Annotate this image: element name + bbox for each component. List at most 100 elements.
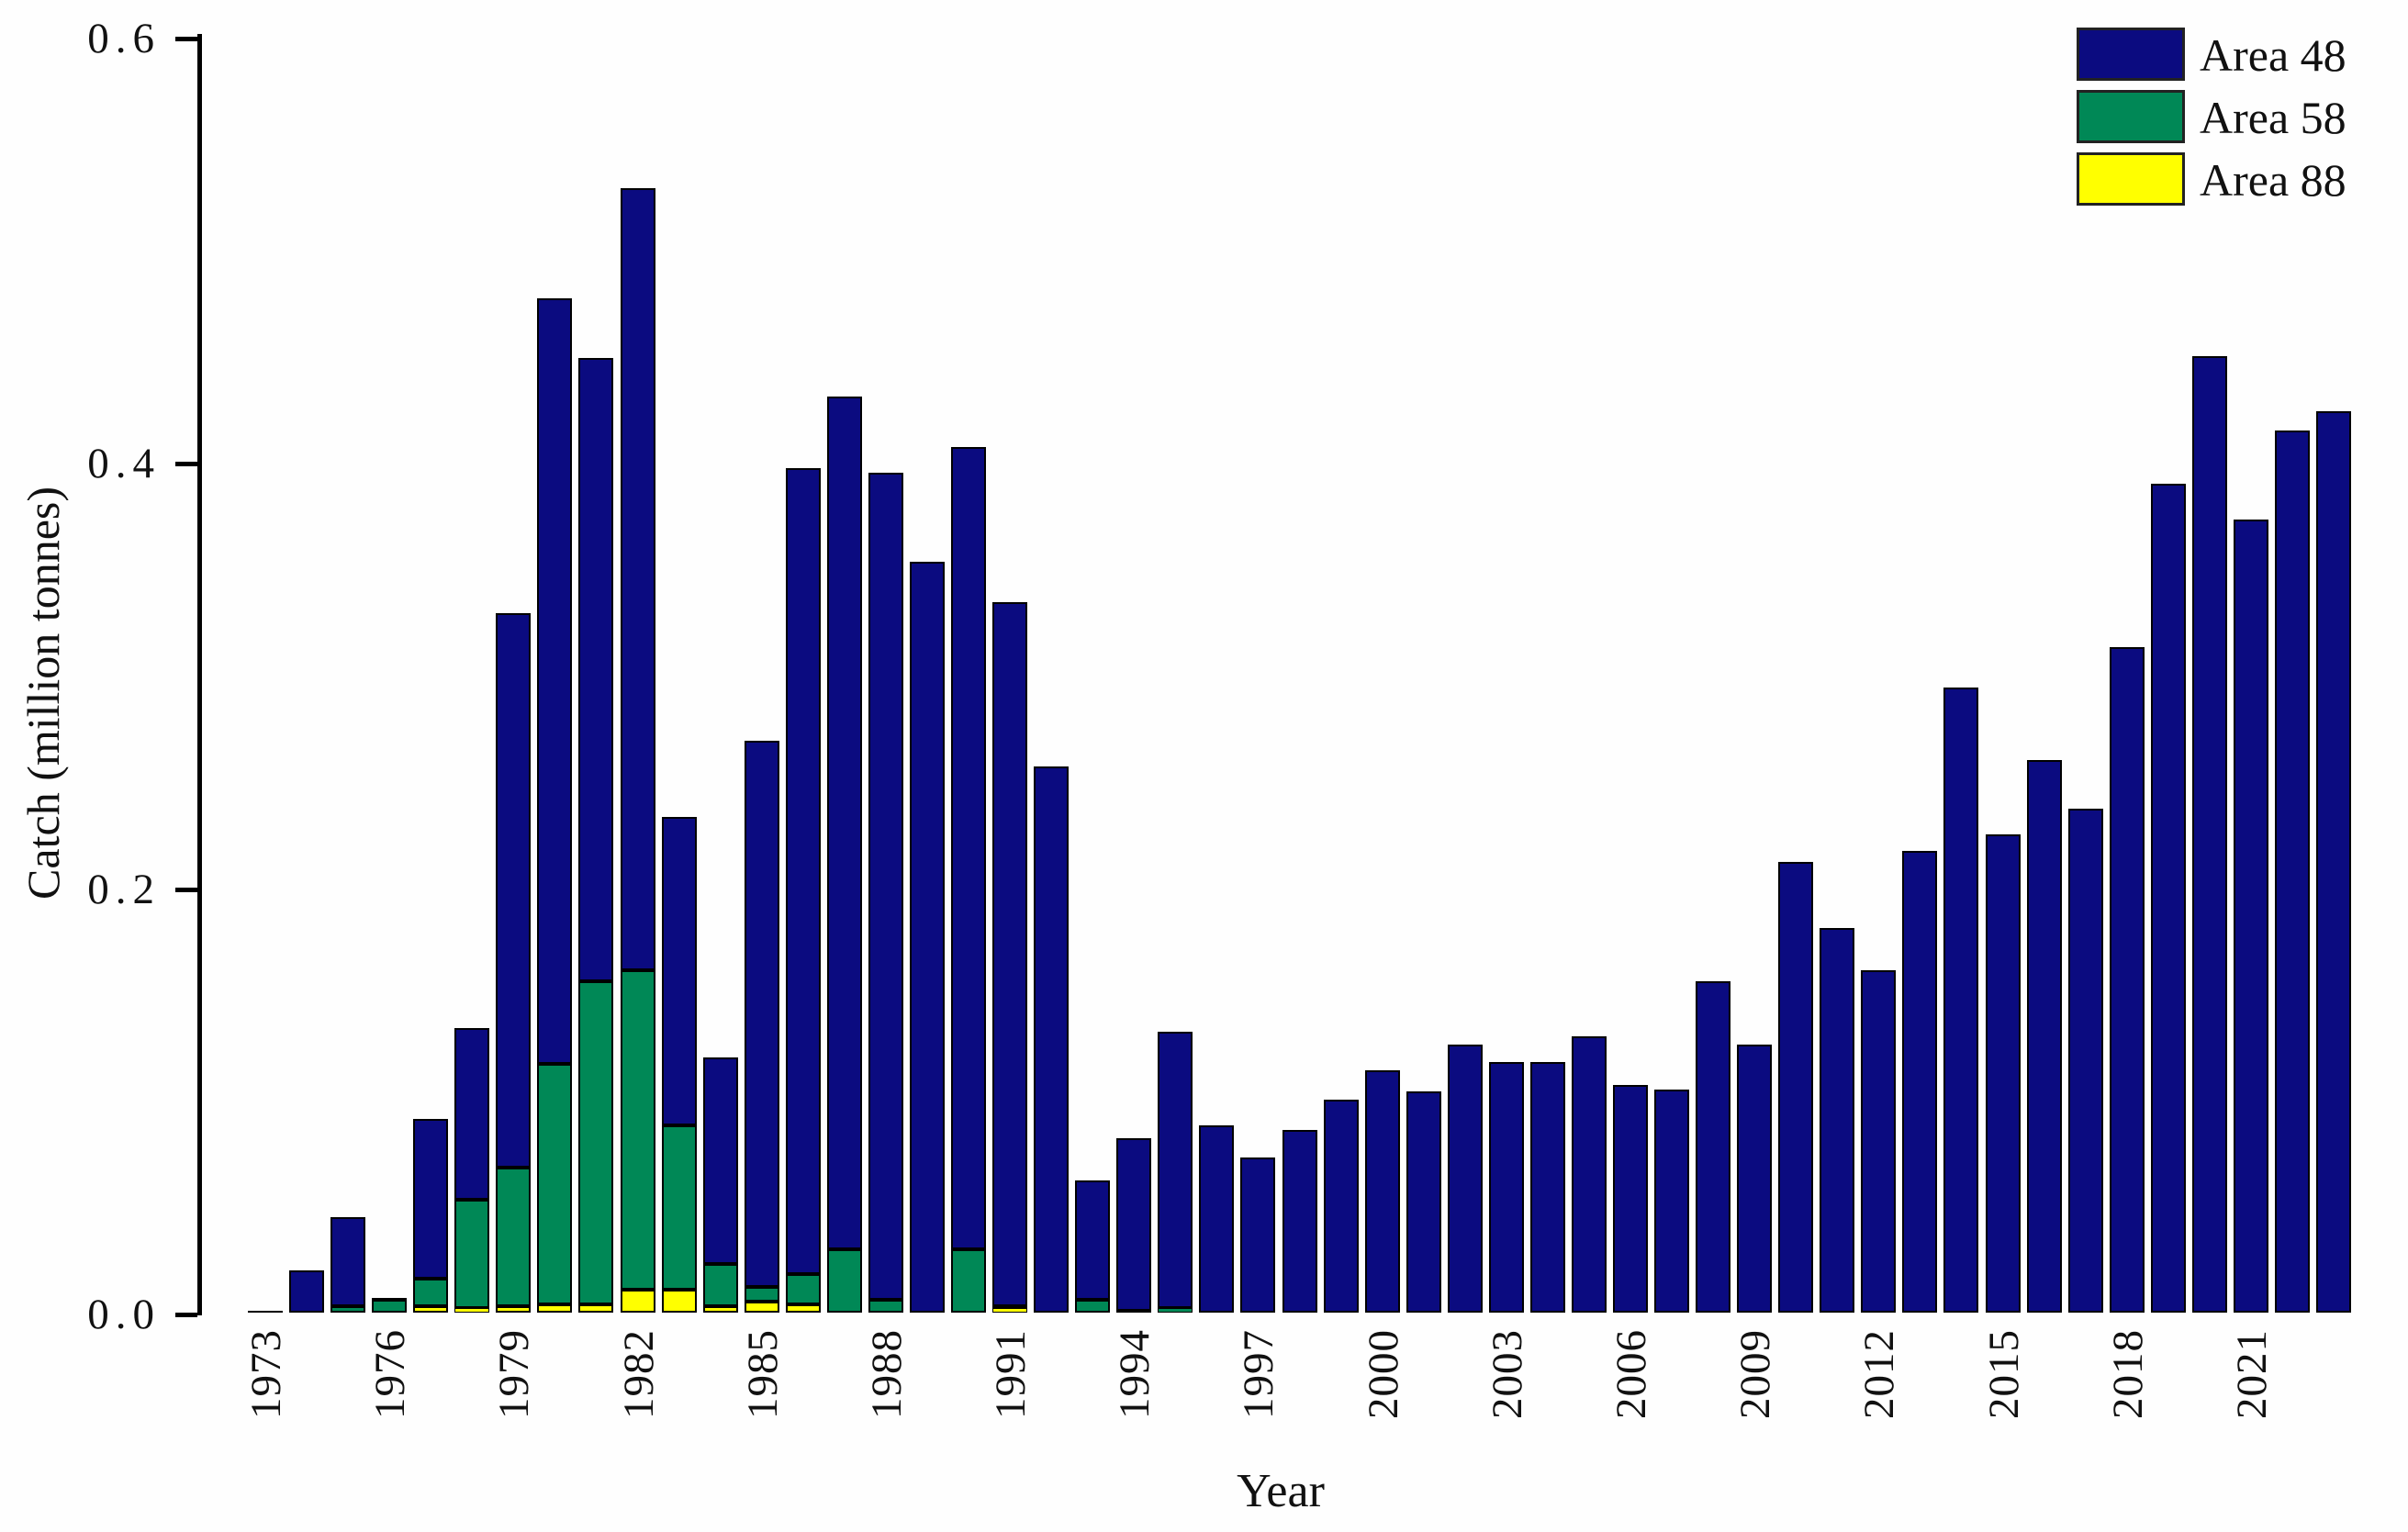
bar-segment-area-48 xyxy=(1778,861,1814,1313)
bar-1998 xyxy=(1282,0,1317,1313)
bar-segment-area-48 xyxy=(248,1310,283,1313)
bar-segment-area-48 xyxy=(951,447,987,1249)
bar-1981 xyxy=(578,0,614,1313)
bar-segment-area-48 xyxy=(1158,1032,1193,1309)
bar-1978 xyxy=(454,0,490,1313)
bar-1996 xyxy=(1199,0,1235,1313)
bar-segment-area-48 xyxy=(454,1027,490,1201)
bar-segment-area-58 xyxy=(496,1168,532,1307)
x-tick-label-1997: 1997 xyxy=(1235,1329,1283,1419)
bar-segment-area-48 xyxy=(1199,1125,1235,1313)
bar-2020 xyxy=(2191,0,2227,1313)
bar-2023 xyxy=(2316,0,2351,1313)
bar-segment-area-48 xyxy=(1612,1085,1648,1313)
bar-2014 xyxy=(1943,0,1979,1313)
bar-segment-area-88 xyxy=(413,1306,449,1313)
bar-segment-area-48 xyxy=(2026,759,2062,1313)
bar-segment-area-58 xyxy=(868,1300,903,1313)
bar-segment-area-58 xyxy=(578,980,614,1304)
bar-2007 xyxy=(1654,0,1690,1313)
bar-segment-area-58 xyxy=(1158,1308,1193,1313)
y-axis-title: Catch (million tonnes) xyxy=(17,486,69,900)
bar-segment-area-48 xyxy=(1737,1045,1773,1313)
bar-2015 xyxy=(1985,0,2021,1313)
x-tick-label-2012: 2012 xyxy=(1855,1329,1904,1419)
bar-segment-area-88 xyxy=(702,1306,738,1313)
bar-segment-area-48 xyxy=(1282,1129,1317,1313)
bar-segment-area-58 xyxy=(620,970,655,1290)
bar-segment-area-48 xyxy=(1943,687,1979,1313)
bar-1993 xyxy=(1075,0,1111,1313)
bar-segment-area-48 xyxy=(661,817,697,1126)
bar-1982 xyxy=(620,0,655,1313)
bar-segment-area-48 xyxy=(578,357,614,981)
bar-segment-area-48 xyxy=(702,1057,738,1264)
legend-label-area-58: Area 58 xyxy=(2200,92,2346,143)
bar-2000 xyxy=(1364,0,1400,1313)
bar-segment-area-48 xyxy=(1240,1157,1276,1313)
bar-segment-area-88 xyxy=(537,1303,573,1313)
bar-segment-area-58 xyxy=(951,1248,987,1313)
y-tick xyxy=(175,462,197,467)
x-tick-label-1988: 1988 xyxy=(862,1329,911,1419)
bar-segment-area-58 xyxy=(785,1274,821,1304)
bar-segment-area-48 xyxy=(909,562,945,1313)
bar-segment-area-48 xyxy=(1364,1069,1400,1313)
x-tick-label-1994: 1994 xyxy=(1111,1329,1159,1419)
bar-1975 xyxy=(330,0,366,1313)
x-tick-label-1979: 1979 xyxy=(490,1329,539,1419)
bar-segment-area-48 xyxy=(1820,927,1855,1313)
bar-segment-area-88 xyxy=(496,1306,532,1313)
bar-segment-area-48 xyxy=(868,472,903,1301)
bar-segment-area-48 xyxy=(1116,1138,1152,1311)
bar-1985 xyxy=(744,0,779,1313)
bar-segment-area-48 xyxy=(330,1216,366,1307)
legend-label-area-48: Area 48 xyxy=(2200,29,2346,81)
bar-segment-area-48 xyxy=(496,612,532,1169)
bar-segment-area-48 xyxy=(1902,851,1938,1313)
bar-segment-area-48 xyxy=(1075,1180,1111,1301)
x-tick-label-1985: 1985 xyxy=(738,1329,787,1419)
bar-segment-area-48 xyxy=(2109,646,2145,1313)
bar-segment-area-88 xyxy=(992,1308,1028,1313)
bar-segment-area-48 xyxy=(1488,1061,1524,1313)
bar-segment-area-48 xyxy=(2150,483,2186,1313)
bar-2005 xyxy=(1571,0,1607,1313)
bar-segment-area-48 xyxy=(1696,980,1731,1313)
bar-1984 xyxy=(702,0,738,1313)
x-tick-label-1982: 1982 xyxy=(614,1329,663,1419)
bar-2016 xyxy=(2026,0,2062,1313)
x-tick-label-2009: 2009 xyxy=(1731,1329,1780,1419)
bar-segment-area-88 xyxy=(578,1303,614,1313)
bar-1990 xyxy=(951,0,987,1313)
bar-segment-area-88 xyxy=(454,1308,490,1313)
bar-1988 xyxy=(868,0,903,1313)
bar-segment-area-48 xyxy=(1654,1089,1690,1313)
bar-segment-area-58 xyxy=(372,1300,408,1313)
bar-1979 xyxy=(496,0,532,1313)
bar-2022 xyxy=(2274,0,2310,1313)
y-tick-label: 0.6 xyxy=(87,15,161,62)
bar-segment-area-48 xyxy=(1323,1100,1359,1313)
bar-segment-area-48 xyxy=(620,187,655,971)
x-tick-label-2006: 2006 xyxy=(1607,1329,1655,1419)
x-tick-label-1991: 1991 xyxy=(987,1329,1036,1419)
bar-2006 xyxy=(1612,0,1648,1313)
bar-1974 xyxy=(289,0,325,1313)
x-tick-label-2021: 2021 xyxy=(2227,1329,2276,1419)
bar-2018 xyxy=(2109,0,2145,1313)
bar-segment-area-48 xyxy=(826,396,862,1249)
bar-2010 xyxy=(1778,0,1814,1313)
bar-segment-area-48 xyxy=(1447,1045,1483,1313)
bar-1973 xyxy=(248,0,283,1313)
bar-segment-area-48 xyxy=(2233,519,2268,1313)
x-tick-label-2000: 2000 xyxy=(1359,1329,1407,1419)
y-tick xyxy=(175,1313,197,1317)
bar-segment-area-48 xyxy=(1406,1091,1441,1313)
bar-segment-area-58 xyxy=(661,1125,697,1290)
bar-2003 xyxy=(1488,0,1524,1313)
bar-1999 xyxy=(1323,0,1359,1313)
x-tick-label-2018: 2018 xyxy=(2103,1329,2152,1419)
bar-1995 xyxy=(1158,0,1193,1313)
